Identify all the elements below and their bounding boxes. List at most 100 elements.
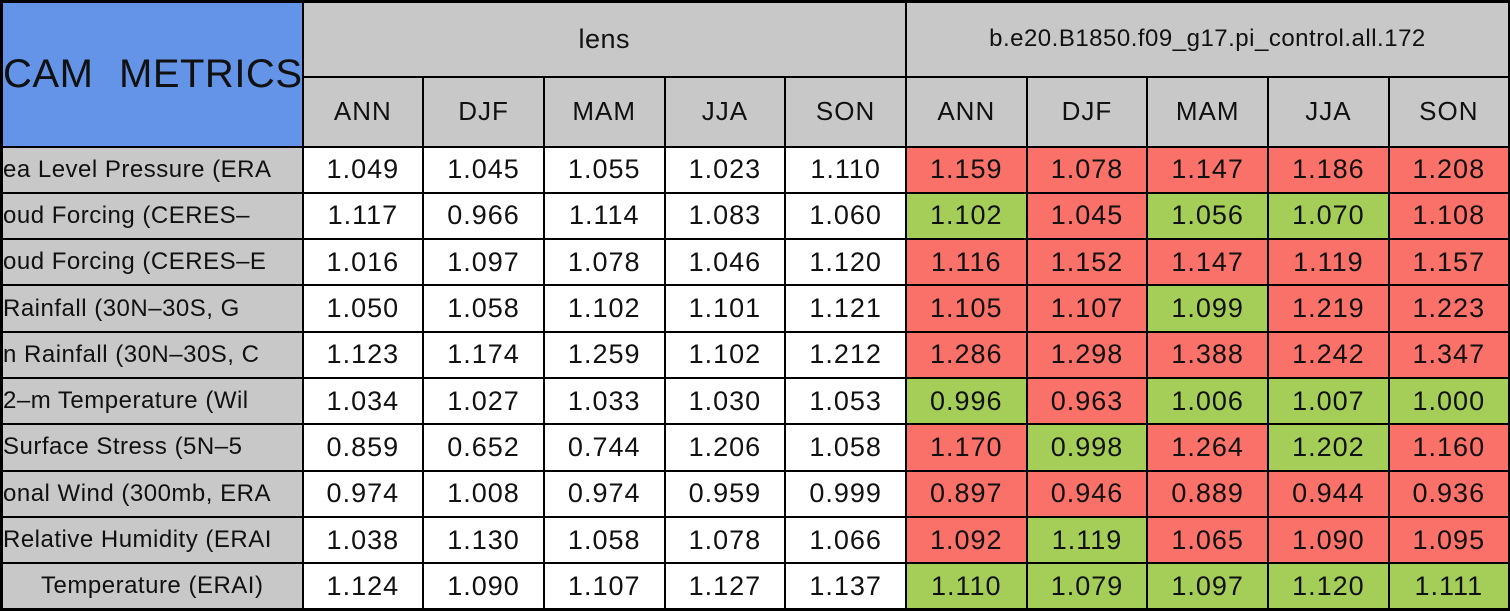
lens-value-cell: 1.033 bbox=[542, 376, 666, 426]
row-label: Temperature (ERAI) bbox=[0, 562, 304, 611]
table-row: n Rainfall (30N–30S, C 1.123 1.174 1.259 1.1… bbox=[0, 330, 1510, 379]
table-row: 2–m Temperature (Wil 1.034 1.027 1.033 1.030… bbox=[0, 376, 1510, 426]
control-value-cell: 1.095 bbox=[1387, 515, 1510, 565]
lens-value-cell: 1.101 bbox=[663, 284, 787, 333]
lens-value-cell: 1.030 bbox=[663, 376, 787, 426]
control-value-cell: 1.107 bbox=[1025, 284, 1149, 333]
lens-value-cell: 1.259 bbox=[542, 330, 666, 379]
control-value-cell: 1.120 bbox=[1267, 562, 1390, 611]
lens-value-cell: 1.055 bbox=[542, 145, 666, 194]
lens-value-cell: 1.114 bbox=[542, 191, 666, 241]
control-value-cell: 0.889 bbox=[1146, 469, 1270, 518]
lens-value-cell: 1.206 bbox=[663, 423, 787, 472]
control-value-cell: 1.116 bbox=[904, 238, 1028, 287]
season-header-control-jja: JJA bbox=[1267, 75, 1390, 148]
lens-value-cell: 1.110 bbox=[784, 145, 907, 194]
control-value-cell: 1.006 bbox=[1146, 376, 1270, 426]
lens-value-cell: 1.117 bbox=[301, 191, 425, 241]
lens-value-cell: 1.038 bbox=[301, 515, 425, 565]
lens-value-cell: 1.016 bbox=[301, 238, 425, 287]
row-label: Rainfall (30N–30S, G bbox=[0, 284, 304, 333]
lens-value-cell: 1.083 bbox=[663, 191, 787, 241]
control-value-cell: 1.079 bbox=[1025, 562, 1149, 611]
row-label: ea Level Pressure (ERA bbox=[0, 145, 304, 194]
season-header-lens-jja: JJA bbox=[663, 75, 787, 148]
lens-value-cell: 1.137 bbox=[784, 562, 907, 611]
season-header-control-mam: MAM bbox=[1146, 75, 1270, 148]
control-value-cell: 1.110 bbox=[904, 562, 1028, 611]
table-row: Rainfall (30N–30S, G 1.050 1.058 1.102 1.101… bbox=[0, 284, 1510, 333]
control-value-cell: 1.159 bbox=[904, 145, 1028, 194]
control-value-cell: 1.147 bbox=[1146, 145, 1270, 194]
column-group-header-row: CAM METRICS lens b.e20.B1850.f09_g17.pi_… bbox=[0, 0, 1510, 148]
row-label: oud Forcing (CERES–E bbox=[0, 238, 304, 287]
lens-value-cell: 1.066 bbox=[784, 515, 907, 565]
lens-value-cell: 1.058 bbox=[784, 423, 907, 472]
column-group-control-run: b.e20.B1850.f09_g17.pi_control.all.172 bbox=[904, 0, 1510, 78]
season-header-row: ANN DJF MAM JJA SON ANN DJF MAM JJA SON bbox=[2, 75, 1510, 148]
lens-value-cell: 1.058 bbox=[422, 284, 545, 333]
control-value-cell: 1.388 bbox=[1146, 330, 1270, 379]
lens-value-cell: 1.123 bbox=[301, 330, 425, 379]
table-row: oud Forcing (CERES–E 1.016 1.097 1.078 1.046… bbox=[0, 238, 1510, 287]
row-label: n Rainfall (30N–30S, C bbox=[0, 330, 304, 379]
table-row: Surface Stress (5N–5 0.859 0.652 0.744 1.206… bbox=[0, 423, 1510, 472]
control-value-cell: 1.147 bbox=[1146, 238, 1270, 287]
row-label: Relative Humidity (ERAI bbox=[0, 515, 304, 565]
lens-value-cell: 1.058 bbox=[542, 515, 666, 565]
lens-value-cell: 1.212 bbox=[784, 330, 907, 379]
lens-value-cell: 1.053 bbox=[784, 376, 907, 426]
control-value-cell: 1.105 bbox=[904, 284, 1028, 333]
control-value-cell: 1.097 bbox=[1146, 562, 1270, 611]
lens-value-cell: 0.966 bbox=[422, 191, 545, 241]
control-value-cell: 1.102 bbox=[904, 191, 1028, 241]
control-value-cell: 1.242 bbox=[1267, 330, 1390, 379]
lens-value-cell: 0.959 bbox=[663, 469, 787, 518]
lens-value-cell: 1.023 bbox=[663, 145, 787, 194]
control-value-cell: 1.070 bbox=[1267, 191, 1390, 241]
control-value-cell: 1.223 bbox=[1387, 284, 1510, 333]
control-value-cell: 1.160 bbox=[1387, 423, 1510, 472]
lens-value-cell: 1.046 bbox=[663, 238, 787, 287]
lens-value-cell: 1.174 bbox=[422, 330, 545, 379]
row-label: Surface Stress (5N–5 bbox=[0, 423, 304, 472]
lens-value-cell: 1.045 bbox=[422, 145, 545, 194]
lens-value-cell: 1.060 bbox=[784, 191, 907, 241]
control-value-cell: 1.219 bbox=[1267, 284, 1390, 333]
control-value-cell: 0.963 bbox=[1025, 376, 1149, 426]
control-value-cell: 1.264 bbox=[1146, 423, 1270, 472]
lens-value-cell: 0.974 bbox=[542, 469, 666, 518]
control-value-cell: 1.065 bbox=[1146, 515, 1270, 565]
column-group-lens: lens bbox=[301, 0, 907, 78]
lens-value-cell: 0.652 bbox=[422, 423, 545, 472]
control-value-cell: 1.347 bbox=[1387, 330, 1510, 379]
row-label: onal Wind (300mb, ERA bbox=[0, 469, 304, 518]
season-header-lens-son: SON bbox=[784, 75, 907, 148]
season-header-lens-djf: DJF bbox=[422, 75, 545, 148]
table-row: Relative Humidity (ERAI 1.038 1.130 1.058 1.… bbox=[0, 515, 1510, 565]
table-row: Temperature (ERAI) 1.124 1.090 1.107 1.127 1.… bbox=[0, 562, 1510, 611]
control-value-cell: 0.998 bbox=[1025, 423, 1149, 472]
lens-value-cell: 1.107 bbox=[542, 562, 666, 611]
control-value-cell: 1.111 bbox=[1387, 562, 1510, 611]
control-value-cell: 1.000 bbox=[1387, 376, 1510, 426]
control-value-cell: 0.996 bbox=[904, 376, 1028, 426]
control-value-cell: 0.897 bbox=[904, 469, 1028, 518]
row-label: 2–m Temperature (Wil bbox=[0, 376, 304, 426]
season-header-control-djf: DJF bbox=[1025, 75, 1149, 148]
season-header-control-ann: ANN bbox=[904, 75, 1028, 148]
lens-value-cell: 1.049 bbox=[301, 145, 425, 194]
control-value-cell: 1.208 bbox=[1387, 145, 1510, 194]
control-value-cell: 1.108 bbox=[1387, 191, 1510, 241]
control-value-cell: 1.170 bbox=[904, 423, 1028, 472]
control-value-cell: 1.045 bbox=[1025, 191, 1149, 241]
lens-value-cell: 1.050 bbox=[301, 284, 425, 333]
season-header-lens-ann: ANN bbox=[301, 75, 425, 148]
lens-value-cell: 1.102 bbox=[663, 330, 787, 379]
control-value-cell: 1.119 bbox=[1267, 238, 1390, 287]
lens-value-cell: 1.078 bbox=[663, 515, 787, 565]
control-value-cell: 0.944 bbox=[1267, 469, 1390, 518]
table-title: CAM METRICS bbox=[0, 0, 304, 148]
